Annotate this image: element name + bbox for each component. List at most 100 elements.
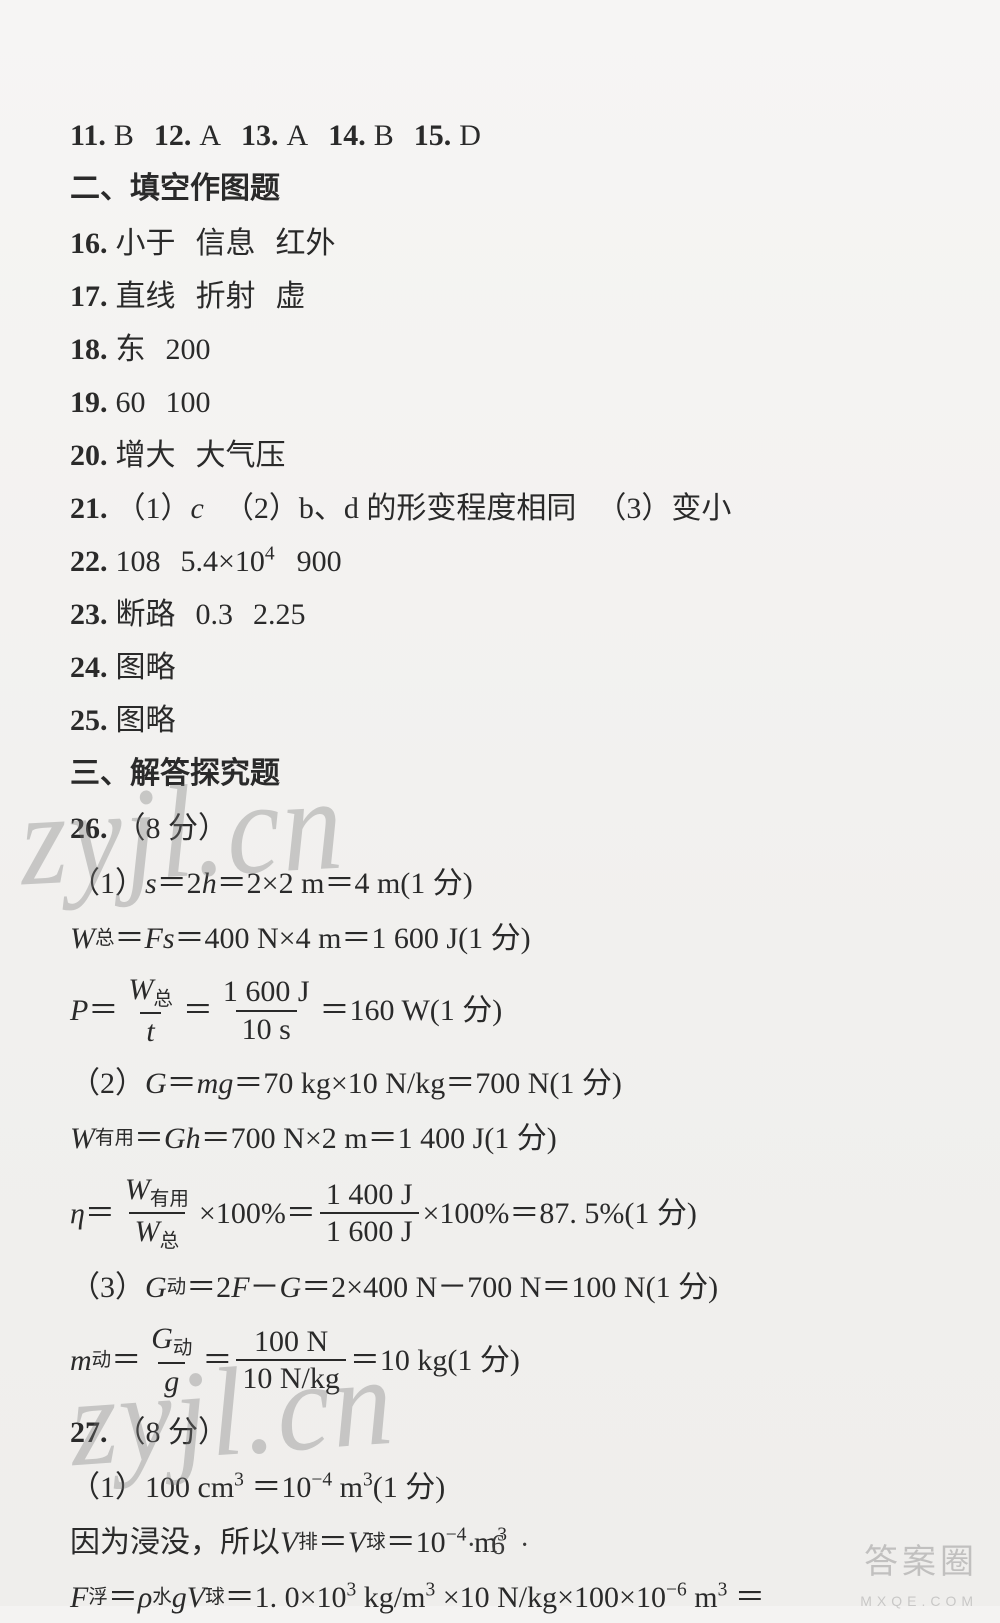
- q26-p2-line2: W有用 ＝ Gh ＝700 N×2 m＝1 400 J(1 分): [70, 1113, 930, 1164]
- q18-number: 18.: [70, 324, 108, 375]
- q26-sub-use: 有用: [95, 1122, 134, 1155]
- q26-var-Gh: Gh: [164, 1113, 201, 1164]
- q26-p2-rest: ＝70 kg×10 N/kg＝700 N(1 分): [233, 1058, 622, 1109]
- q26-line3: P ＝ W总 t ＝ 1 600 J 10 s ＝160 W(1 分): [70, 974, 930, 1048]
- q15-number: 15.: [414, 110, 452, 161]
- q26-var-G: G: [145, 1058, 167, 1109]
- q22-row: 22. 108 5.4×104 900: [70, 536, 930, 587]
- q26-l1-rest: ＝2×2 m＝4 m(1 分): [217, 858, 473, 909]
- q26-frac1-num-W: W: [128, 973, 153, 1006]
- q26-var-F: F: [231, 1262, 249, 1313]
- q26-p3-frac2-den: 10 N/kg: [236, 1359, 346, 1395]
- q16-c: 红外: [276, 218, 336, 269]
- q18-b: 200: [166, 324, 211, 375]
- q27-var-g: g: [172, 1572, 187, 1623]
- q27-l3h-exp: −6: [666, 1580, 687, 1601]
- q27-l1b: 100 cm: [145, 1471, 234, 1504]
- q13-number: 13.: [241, 110, 279, 161]
- q21-p1-label: （1）: [116, 483, 191, 534]
- q22-b-exp: 4: [265, 543, 275, 564]
- q17-c: 虚: [276, 271, 306, 322]
- q27-l3g-exp: 3: [425, 1580, 435, 1601]
- q26-eta-frac1-num: W有用: [119, 1174, 195, 1212]
- q22-b: 5.4×104: [181, 536, 275, 587]
- q23-row: 23. 断路 0.3 2.25: [70, 589, 930, 640]
- q27-l1d: m: [340, 1471, 363, 1504]
- q26-var-P: P: [70, 985, 88, 1036]
- q26-l3-eq1: ＝: [88, 985, 118, 1036]
- q20-a: 增大: [116, 430, 176, 481]
- q26-p3-line2: m动 ＝ G动 g ＝ 100 N 10 N/kg ＝10 kg(1 分): [70, 1323, 930, 1397]
- q22-b-base: 5.4×10: [181, 545, 265, 578]
- q26-p3-label: （3）: [70, 1262, 145, 1313]
- q27-sub-fu: 浮: [88, 1581, 108, 1614]
- q26-l3-eq2: ＝: [183, 985, 213, 1036]
- q27-l1-100cm: 100 cm3 ＝10−4 m3: [145, 1462, 373, 1513]
- q26-p3-frac2: 100 N 10 N/kg: [236, 1326, 346, 1395]
- q27-l1c: ＝10: [251, 1471, 311, 1504]
- q14-number: 14.: [328, 110, 366, 161]
- q22-number: 22.: [70, 536, 108, 587]
- q26-eta-line: η ＝ W有用 W总 ×100%＝ 1 400 J 1 600 J ×100%＝…: [70, 1174, 930, 1253]
- q27-l3-eq: ＝: [108, 1572, 138, 1623]
- q26-sub-dong: 动: [167, 1271, 187, 1304]
- q27-l3h: ×10 N/kg×100×10: [443, 1581, 666, 1614]
- q26-var-Wuse: W: [70, 1113, 95, 1164]
- q13-answer: A: [287, 110, 309, 161]
- q27-sub-qiu2: 球: [205, 1581, 225, 1614]
- q26-l2-eq: ＝: [115, 913, 145, 964]
- q27-line3: F浮 ＝ ρ水 g V球 ＝1. 0×103 kg/m3 ×10 N/kg×10…: [70, 1572, 930, 1623]
- page-number: · 6 ·: [0, 1522, 1000, 1570]
- q19-number: 19.: [70, 377, 108, 428]
- q26-eta-rest: ×100%＝87. 5%(1 分): [423, 1188, 697, 1239]
- q21-row: 21. （1） c （2） b、d 的形变程度相同 （3） 变小: [70, 483, 930, 534]
- q26-frac2-num: 1 600 J: [217, 976, 316, 1010]
- q21-p1: c: [191, 483, 204, 534]
- q26-p3-minus: －: [250, 1262, 280, 1313]
- q23-c: 2.25: [253, 589, 306, 640]
- q11-answer: B: [114, 110, 134, 161]
- q23-a: 断路: [116, 589, 176, 640]
- q26-p2-eq: ＝: [167, 1058, 197, 1109]
- q26-frac1-num: W总: [122, 974, 179, 1012]
- q22-c: 900: [297, 536, 342, 587]
- q26-header: 26. （8 分）: [70, 803, 930, 854]
- q27-line1: （1） 100 cm3 ＝10−4 m3 (1 分): [70, 1462, 930, 1513]
- q25-number: 25.: [70, 695, 108, 746]
- q23-b: 0.3: [196, 589, 234, 640]
- q25-a: 图略: [116, 695, 176, 746]
- q27-l3i-exp: 3: [718, 1580, 728, 1601]
- q26-frac2-den: 10 s: [236, 1010, 297, 1046]
- q26-p2l2-eq: ＝: [134, 1113, 164, 1164]
- q27-l3-rest: ＝1. 0×103 kg/m3 ×10 N/kg×100×10−6 m3 ＝: [225, 1572, 765, 1623]
- q19-a: 60: [116, 377, 146, 428]
- q26-p3-line1: （3） G动 ＝2 F － G ＝2×400 N－700 N＝100 N(1 分…: [70, 1262, 930, 1313]
- q26-frac1-num-sub: 总: [153, 989, 173, 1010]
- q27-points: （8 分）: [116, 1407, 229, 1458]
- q22-a: 108: [116, 536, 161, 587]
- q26-l2-rest: ＝400 N×4 m＝1 600 J(1 分): [175, 913, 531, 964]
- q16-row: 16. 小于 信息 红外: [70, 218, 930, 269]
- q26-p2l2-rest: ＝700 N×2 m＝1 400 J(1 分): [201, 1113, 557, 1164]
- q26-p3l2-eq2: ＝: [202, 1335, 232, 1386]
- q26-frac1-den: t: [140, 1012, 160, 1048]
- q21-p3-label: （3）: [596, 483, 671, 534]
- section-3-title: 三、解答探究题: [70, 748, 930, 799]
- q26-points: （8 分）: [116, 803, 229, 854]
- q21-p2: b、d 的形变程度相同: [299, 483, 577, 534]
- q27-l3j: ＝: [735, 1581, 765, 1614]
- q26-eta-den-W: W: [135, 1215, 160, 1248]
- q27-l1b-exp: 3: [234, 1470, 244, 1491]
- q26-p2-line1: （2） G ＝ mg ＝70 kg×10 N/kg＝700 N(1 分): [70, 1058, 930, 1109]
- q17-row: 17. 直线 折射 虚: [70, 271, 930, 322]
- q26-p3-frac2-num: 100 N: [248, 1326, 334, 1360]
- q27-var-Ffu: F: [70, 1572, 88, 1623]
- q14-answer: B: [374, 110, 394, 161]
- q26-p3-rest: ＝2×400 N－700 N＝100 N(1 分): [301, 1262, 718, 1313]
- section-2-text: 二、填空作图题: [70, 163, 280, 214]
- q26-p3-frac1-den: g: [158, 1362, 185, 1398]
- q26-eta-frac1: W有用 W总: [119, 1174, 195, 1253]
- q26-line2: W总 ＝ Fs ＝400 N×4 m＝1 600 J(1 分): [70, 913, 930, 964]
- q26-frac-1: W总 t: [122, 974, 179, 1048]
- q26-eta-frac2-num: 1 400 J: [320, 1179, 419, 1213]
